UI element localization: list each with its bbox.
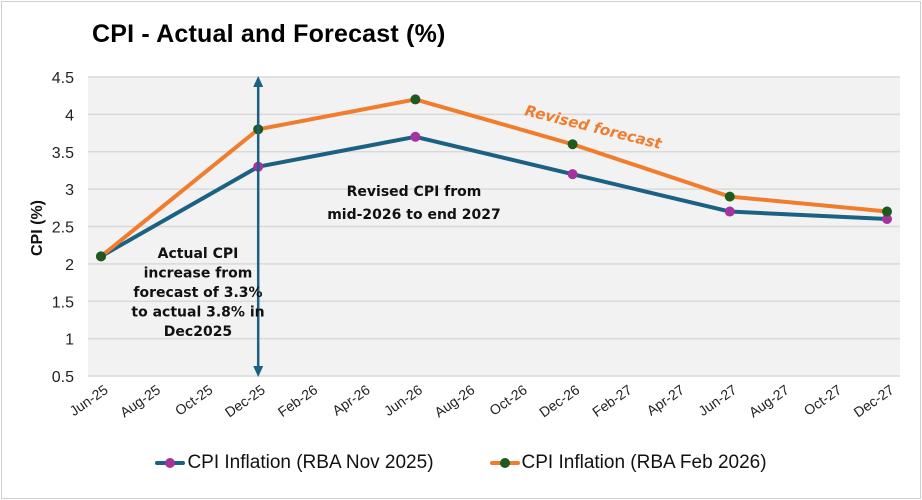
legend-label-feb-2026: CPI Inflation (RBA Feb 2026) — [521, 452, 767, 473]
x-tick-label: Jun-25 — [66, 381, 110, 419]
annotation-actual-cpi: to actual 3.8% in — [131, 305, 264, 321]
x-tick-label: Oct-26 — [486, 381, 530, 418]
annotation-actual-cpi: increase from — [144, 266, 253, 282]
y-tick-label: 1 — [65, 332, 74, 349]
x-tick-label: Feb-26 — [275, 381, 321, 420]
x-tick-label: Apr-27 — [644, 381, 688, 418]
legend-item-nov-2025[interactable]: CPI Inflation (RBA Nov 2025) — [155, 452, 434, 474]
legend: CPI Inflation (RBA Nov 2025) CPI Inflati… — [0, 452, 922, 474]
y-tick-label: 4.5 — [52, 70, 74, 87]
series-line-0 — [99, 134, 889, 259]
y-tick-label: 1.5 — [52, 294, 74, 311]
x-tick-label: Jun-27 — [695, 381, 739, 419]
annotation-actual-cpi: Actual CPI — [158, 246, 239, 262]
chart-title: CPI - Actual and Forecast (%) — [92, 20, 446, 48]
legend-swatch-feb-2026 — [489, 457, 520, 469]
annotation-actual-cpi: Dec2025 — [164, 324, 232, 340]
annotation-revised-cpi: Revised CPI from — [347, 184, 482, 200]
data-point-1 — [96, 251, 106, 262]
y-tick-label: 3.5 — [52, 145, 74, 162]
x-tick-label: Aug-27 — [746, 381, 792, 420]
y-axis-label: CPI (%) — [29, 200, 46, 256]
data-point-0 — [882, 214, 892, 225]
data-point-1 — [567, 139, 578, 150]
data-point-0 — [410, 131, 421, 142]
y-tick-label: 2 — [65, 257, 74, 274]
x-tick-label: Apr-26 — [329, 381, 373, 418]
legend-swatch-nov-2025 — [155, 457, 186, 469]
x-tick-label: Aug-26 — [431, 381, 477, 420]
data-point-1 — [882, 206, 892, 217]
x-tick-label: Feb-27 — [589, 381, 635, 420]
y-tick-label: 4 — [65, 107, 74, 124]
annotation-actual-cpi: forecast of 3.3% — [133, 285, 262, 301]
x-tick-label: Oct-27 — [801, 381, 845, 418]
x-tick-label: Aug-25 — [117, 381, 163, 420]
data-point-1 — [724, 191, 735, 202]
x-tick-label: Jun-26 — [381, 381, 425, 419]
arrow-head-up — [253, 76, 264, 87]
x-tick-label: Dec-27 — [851, 381, 897, 420]
y-tick-label: 2.5 — [52, 220, 74, 237]
arrow-head-down — [253, 366, 264, 377]
data-point-1 — [410, 94, 421, 105]
x-tick-label: Oct-25 — [172, 381, 216, 418]
data-point-0 — [567, 169, 578, 180]
series-line-1 — [99, 97, 889, 259]
x-tick-label: Dec-25 — [222, 381, 268, 420]
legend-label-nov-2025: CPI Inflation (RBA Nov 2025) — [187, 452, 434, 473]
y-tick-label: 3 — [65, 182, 74, 199]
legend-item-feb-2026[interactable]: CPI Inflation (RBA Feb 2026) — [489, 452, 767, 474]
annotation-revised-cpi: mid-2026 to end 2027 — [327, 207, 501, 223]
y-tick-label: 0.5 — [52, 369, 74, 386]
data-point-0 — [724, 206, 735, 217]
x-tick-label: Dec-26 — [536, 381, 582, 420]
